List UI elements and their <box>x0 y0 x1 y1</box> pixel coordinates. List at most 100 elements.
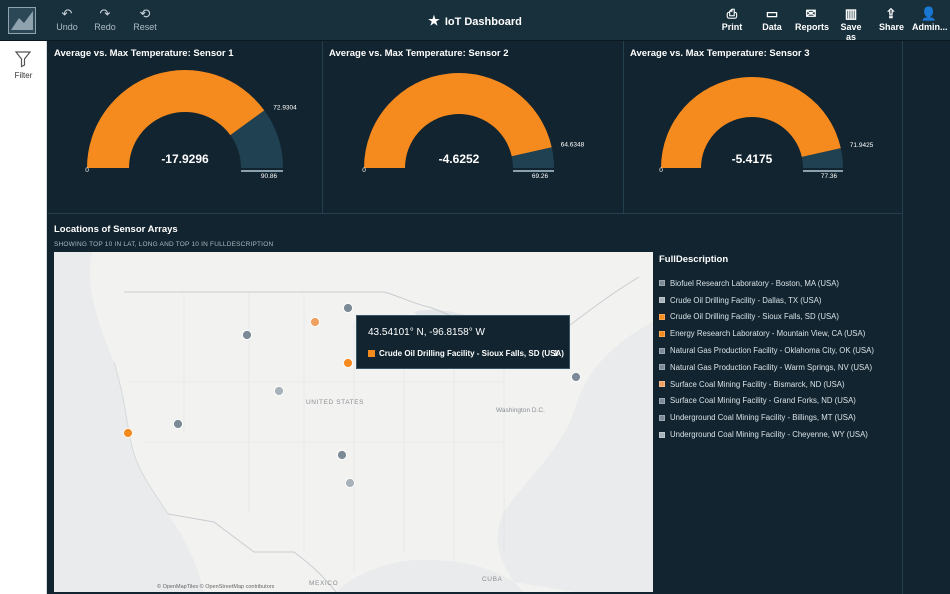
legend-item[interactable]: Crude Oil Drilling Facility - Sioux Fall… <box>659 309 874 326</box>
legend-item[interactable]: Energy Research Laboratory - Mountain Vi… <box>659 325 874 342</box>
gauge-fill[interactable] <box>661 77 841 168</box>
legend-item[interactable]: Underground Coal Mining Facility - Billi… <box>659 409 874 426</box>
app-logo[interactable] <box>8 7 36 34</box>
legend-item[interactable]: Underground Coal Mining Facility - Cheye… <box>659 426 874 443</box>
filter-label[interactable]: Filter <box>14 71 33 80</box>
sensor-point[interactable] <box>343 358 353 368</box>
sensor-point[interactable] <box>242 330 252 340</box>
star-icon[interactable]: ★ <box>428 13 440 28</box>
gauge-track <box>801 148 843 168</box>
top-toolbar: ↶ Undo ↷ Redo ⟲ Reset ★ IoT Dashboard ⎙ P… <box>0 0 950 42</box>
section-divider <box>48 213 902 214</box>
legend-item[interactable]: Crude Oil Drilling Facility - Dallas, TX… <box>659 292 874 309</box>
redo-button[interactable]: ↷ Redo <box>94 6 116 32</box>
sensor-points-layer <box>123 303 581 488</box>
sensor-point[interactable] <box>274 386 284 396</box>
gauge-min-label: 0 <box>362 167 366 174</box>
envelope-icon: ✉ <box>805 6 817 21</box>
legend-swatch <box>659 414 665 421</box>
gauge-min-label: 0 <box>85 167 89 174</box>
share-icon: ⇪ <box>885 6 897 21</box>
data-button[interactable]: ▭ Data <box>762 6 782 32</box>
gauge-track <box>230 110 283 168</box>
gauge-chart: -4.6252 0 69.26 64.6348 <box>362 72 585 180</box>
share-button[interactable]: ⇪ Share <box>879 6 905 32</box>
legend-swatch <box>659 313 665 320</box>
gauge-panel-sensor-3[interactable]: Average vs. Max Temperature: Sensor 3 -5… <box>624 41 902 213</box>
gauge-panel-sensor-1[interactable]: Average vs. Max Temperature: Sensor 1 -1… <box>48 41 322 213</box>
save-as-button[interactable]: ▥ Save as <box>836 6 866 42</box>
sensor-point[interactable] <box>343 303 353 313</box>
legend-swatch <box>659 381 665 388</box>
admin-menu-button[interactable]: 👤 Admin... <box>912 6 948 32</box>
legend-item[interactable]: Surface Coal Mining Facility - Grand For… <box>659 393 874 410</box>
sensor-map[interactable]: UNITED STATES Washington D.C. MEXICO CUB… <box>54 252 653 592</box>
data-icon: ▭ <box>765 6 779 21</box>
gauge-chart: -17.9296 0 90.86 72.9304 <box>85 70 297 180</box>
gauge-chart: -5.4175 0 77.36 71.9425 <box>659 77 874 180</box>
gauge-value: -4.6252 <box>439 152 480 166</box>
legend-item[interactable]: Natural Gas Production Facility - Warm S… <box>659 359 874 376</box>
map-attribution[interactable]: © OpenMapTiles © OpenStreetMap contribut… <box>157 584 275 590</box>
map-label-city: Washington D.C. <box>496 407 545 414</box>
sensor-point[interactable] <box>571 372 581 382</box>
right-rail <box>902 41 950 594</box>
tooltip-count: 1 <box>553 349 558 358</box>
printer-icon: ⎙ <box>726 6 738 21</box>
legend-title: FullDescription <box>659 254 729 265</box>
legend-swatch <box>659 297 665 304</box>
legend-label: Crude Oil Drilling Facility - Sioux Fall… <box>670 312 839 322</box>
print-button[interactable]: ⎙ Print <box>721 6 743 32</box>
gauge-value: -5.4175 <box>732 152 773 166</box>
reset-button[interactable]: ⟲ Reset <box>133 6 157 32</box>
legend-swatch <box>659 330 665 337</box>
panel-divider <box>623 41 624 213</box>
gauge-fill[interactable] <box>364 72 552 168</box>
legend-swatch <box>659 280 665 287</box>
sensor-point[interactable] <box>310 317 320 327</box>
legend-item[interactable]: Biofuel Research Laboratory - Boston, MA… <box>659 275 874 292</box>
legend-label: Crude Oil Drilling Facility - Dallas, TX… <box>670 295 822 305</box>
legend-swatch <box>659 431 665 438</box>
gauge-max-bar <box>241 170 283 172</box>
undo-button[interactable]: ↶ Undo <box>56 6 78 32</box>
panel-divider <box>322 41 323 213</box>
funnel-icon[interactable] <box>14 50 32 68</box>
gauge-max-label: 77.36 <box>821 173 838 180</box>
map-label-country: UNITED STATES <box>306 399 365 406</box>
legend-label: Surface Coal Mining Facility - Bismarck,… <box>670 379 845 389</box>
sensor-point[interactable] <box>345 478 355 488</box>
gauge-fill[interactable] <box>87 70 265 168</box>
dashboard-title: ★ IoT Dashboard <box>428 13 522 28</box>
legend: Biofuel Research Laboratory - Boston, MA… <box>659 275 874 443</box>
undo-icon: ↶ <box>61 6 73 21</box>
legend-swatch <box>659 364 665 371</box>
reset-icon: ⟲ <box>139 6 151 21</box>
legend-item[interactable]: Surface Coal Mining Facility - Bismarck,… <box>659 376 874 393</box>
gauge-track <box>511 147 554 168</box>
tooltip-swatch <box>368 350 375 357</box>
gauge-title: Average vs. Max Temperature: Sensor 1 <box>54 48 234 59</box>
map-subtitle: SHOWING TOP 10 IN LAT, LONG AND TOP 10 I… <box>54 241 274 248</box>
legend-label: Underground Coal Mining Facility - Cheye… <box>670 430 868 440</box>
gauge-max-label: 69.26 <box>532 173 549 180</box>
gauge-target-label: 72.9304 <box>273 104 297 111</box>
gauge-min-label: 0 <box>659 167 663 174</box>
tooltip-item: Crude Oil Drilling Facility - Sioux Fall… <box>368 349 564 358</box>
gauge-value: -17.9296 <box>161 152 209 166</box>
gauge-title: Average vs. Max Temperature: Sensor 3 <box>630 48 810 59</box>
reports-button[interactable]: ✉ Reports <box>795 6 830 32</box>
redo-icon: ↷ <box>99 6 111 21</box>
map-tooltip: 43.54101° N, -96.8158° W Crude Oil Drill… <box>356 315 570 369</box>
legend-label: Natural Gas Production Facility - Warm S… <box>670 362 873 372</box>
gauge-title: Average vs. Max Temperature: Sensor 2 <box>329 48 509 59</box>
legend-label: Energy Research Laboratory - Mountain Vi… <box>670 329 866 339</box>
map-label-cuba: CUBA <box>482 576 503 583</box>
map-label-mexico: MEXICO <box>309 580 339 587</box>
sensor-point[interactable] <box>337 450 347 460</box>
gauge-target-label: 71.9425 <box>850 142 874 149</box>
sensor-point[interactable] <box>173 419 183 429</box>
sensor-point[interactable] <box>123 428 133 438</box>
gauge-panel-sensor-2[interactable]: Average vs. Max Temperature: Sensor 2 -4… <box>323 41 623 213</box>
legend-item[interactable]: Natural Gas Production Facility - Oklaho… <box>659 342 874 359</box>
